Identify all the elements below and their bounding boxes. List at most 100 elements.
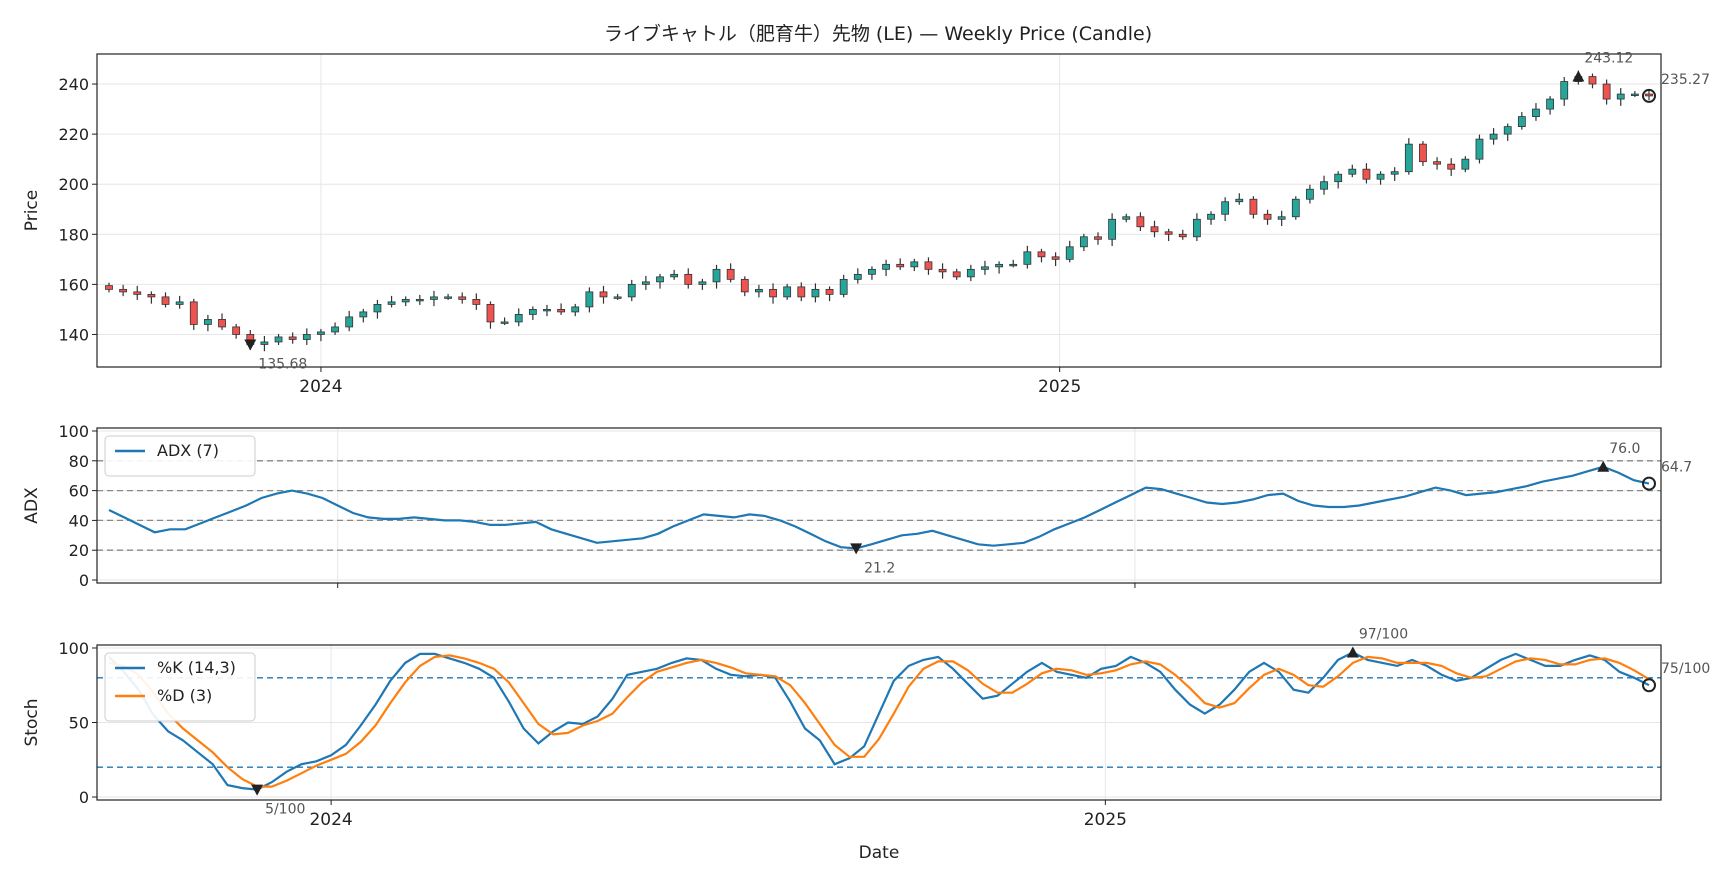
candle-body (1037, 251, 1046, 258)
candle-body (133, 291, 142, 295)
candle-body (1362, 168, 1371, 180)
candle-body (585, 291, 594, 308)
candle-body (839, 278, 848, 295)
candle-body (981, 266, 989, 270)
candle-body (105, 285, 113, 290)
candle-body (472, 298, 481, 305)
legend: ADX (7) (104, 435, 256, 477)
y-tick-label: 200 (58, 175, 89, 194)
candle-body (1249, 198, 1258, 215)
candle-body (373, 303, 382, 313)
candle-body (302, 334, 311, 340)
candle-body (783, 286, 792, 298)
candle-body (430, 296, 438, 300)
last-annotation: 75/100 (1661, 661, 1710, 677)
candle-body (1065, 246, 1074, 260)
candle-body (317, 331, 325, 335)
candle-body (232, 326, 241, 335)
candle-body (1178, 233, 1187, 238)
high-marker (1597, 460, 1610, 472)
x-tick-label: 2024 (299, 377, 342, 397)
axes-frame (96, 53, 1662, 368)
candle-body (1235, 198, 1244, 203)
series-line (108, 465, 1650, 550)
candle-body (458, 296, 467, 300)
candle-body (599, 291, 608, 298)
high-annotation: 76.0 (1609, 441, 1640, 457)
candle-body (1348, 168, 1357, 175)
candle-body (175, 301, 184, 305)
last-annotation: 64.7 (1661, 460, 1692, 476)
candle-body (1094, 236, 1102, 240)
high-annotation: 97/100 (1359, 626, 1408, 642)
candle-body (1461, 158, 1470, 170)
candle-body (161, 296, 170, 305)
candle-body (1489, 133, 1498, 140)
candle-body (1433, 161, 1441, 165)
low-annotation: 21.2 (864, 560, 895, 576)
legend-box (104, 435, 256, 477)
high-marker (1346, 646, 1359, 658)
candle-body (189, 301, 198, 325)
candle-body (656, 276, 664, 283)
price-panel: 140 160 180 200 220 240 2024 2025 Price 135.68 243… (22, 51, 1710, 397)
candle-body (1136, 216, 1145, 228)
y-tick-label: 240 (58, 75, 89, 94)
y-axis-label: Stoch (22, 699, 42, 747)
candle-body (274, 336, 283, 343)
y-tick-label: 50 (69, 714, 89, 733)
candle-body (1051, 256, 1060, 260)
y-tick-label: 60 (69, 482, 89, 501)
candle-body (1192, 218, 1201, 238)
candle-body (1475, 138, 1484, 160)
candle-body (882, 263, 890, 270)
candle-body (1263, 213, 1272, 220)
candle-body (755, 288, 763, 293)
high-annotation: 243.12 (1584, 51, 1633, 67)
high-marker (1572, 70, 1585, 82)
candle-body (571, 306, 580, 313)
candle-body (1376, 173, 1385, 180)
series-line (108, 654, 1650, 788)
y-axis-label: Price (22, 190, 42, 231)
candle-body (924, 261, 933, 270)
candle-body (1588, 76, 1597, 85)
candle-body (868, 268, 876, 275)
candle-body (641, 281, 650, 285)
candle-body (543, 309, 551, 312)
candle-body (415, 298, 424, 302)
candle-body (444, 296, 452, 299)
legend: %K (14,3) %D (3) (104, 652, 256, 722)
candle-body (1546, 98, 1555, 110)
low-marker (244, 339, 257, 351)
candle-body (1150, 226, 1159, 233)
candle-body (726, 268, 735, 280)
y-tick-label: 80 (69, 452, 89, 471)
candle-body (1616, 93, 1625, 100)
candle-body (1390, 171, 1399, 175)
candle-body (1630, 93, 1639, 96)
y-tick-label: 100 (58, 639, 89, 658)
axes-frame (96, 427, 1662, 584)
candle-body (938, 268, 947, 273)
y-axis-label: ADX (22, 487, 42, 524)
low-annotation: 135.68 (258, 356, 307, 372)
y-tick-label: 0 (79, 788, 89, 807)
legend-label: %D (3) (157, 686, 212, 705)
candle-body (825, 288, 834, 295)
legend-label: ADX (7) (157, 441, 219, 460)
x-tick-label: 2025 (1084, 810, 1127, 830)
candle-body (147, 293, 156, 298)
y-tick-label: 40 (69, 511, 89, 530)
candle-body (528, 309, 537, 315)
legend-box (104, 652, 256, 722)
candle-body (1164, 231, 1173, 235)
last-annotation: 235.27 (1661, 72, 1710, 88)
x-tick-label: 2025 (1038, 377, 1081, 397)
last-marker (1642, 678, 1656, 693)
candle-body (260, 341, 269, 345)
candle-body (1517, 116, 1526, 128)
candle-body (1645, 93, 1653, 97)
